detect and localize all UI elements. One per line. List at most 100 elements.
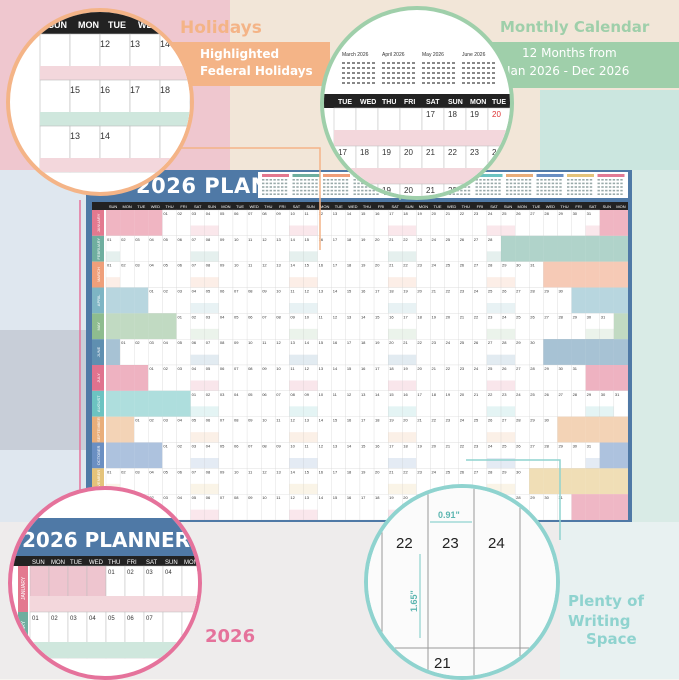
mini-day-dot [479, 189, 482, 192]
mini-day-dot [582, 193, 585, 195]
mini-day-dot [574, 189, 577, 192]
day-number: 10 [319, 392, 324, 397]
planner-zoom-title: 2026 PLANNER [22, 528, 191, 552]
empty-day-cell [148, 210, 163, 236]
day-number: 27 [516, 366, 521, 371]
day-number: 03 [135, 237, 140, 242]
zoom-mini-dot [342, 67, 345, 69]
mini-day-dot [582, 186, 585, 188]
weekend-shade [190, 303, 205, 314]
mini-day-dot [528, 193, 532, 195]
mini-day-dot [292, 182, 295, 185]
day-number: 08 [220, 340, 225, 345]
weekend-shade [486, 303, 502, 314]
mini-day-dot [567, 193, 570, 195]
day-number: 19 [403, 289, 408, 294]
month-tab [92, 313, 104, 340]
mini-day-dot [536, 179, 539, 181]
day-number: 23 [446, 418, 451, 423]
day-number: 16 [375, 444, 380, 449]
zoom-row-tint [40, 66, 190, 80]
day-number: 15 [361, 211, 366, 216]
empty-day-cell [134, 442, 149, 469]
day-number: 31 [530, 263, 535, 268]
day-number: 09 [290, 314, 295, 319]
day-number: 29 [544, 366, 549, 371]
weekday-header: SAT [293, 204, 301, 209]
weekend-shade [388, 432, 403, 443]
day-number: 08 [248, 366, 253, 371]
day-number: 03 [206, 314, 211, 319]
weekday-header: MON [616, 204, 625, 209]
empty-day-cell [134, 210, 149, 236]
mini-day-dot [368, 189, 372, 192]
zoom-mini-dot [342, 62, 345, 64]
mini-day-dot [509, 182, 513, 185]
mini-day-dot [486, 179, 490, 181]
day-number: 08 [262, 444, 267, 449]
day-number: 01 [149, 366, 154, 371]
mini-day-dot [616, 182, 619, 185]
day-number: 28 [488, 263, 493, 268]
empty-day-cell [613, 235, 628, 262]
day-number: 05 [192, 418, 197, 423]
mini-day-dot [475, 186, 478, 188]
month-tab [92, 261, 104, 288]
day-number: 28 [488, 469, 493, 474]
day-number: 17 [361, 495, 366, 500]
bg-block [560, 522, 679, 679]
day-number: 21 [460, 314, 465, 319]
day-number: 09 [220, 237, 225, 242]
mini-day-dot [540, 193, 543, 195]
mini-day-dot [307, 182, 311, 185]
mini-month-bar [475, 174, 503, 177]
mini-day-dot [330, 189, 333, 192]
day-number: 16 [319, 469, 324, 474]
mini-day-dot [292, 186, 295, 188]
mini-day-dot [345, 182, 349, 185]
zoom-row-tint [30, 642, 198, 658]
zoom-mini-dot [347, 82, 350, 84]
day-number: 28 [530, 289, 535, 294]
day-number: 09 [248, 495, 253, 500]
mini-day-dot [486, 189, 490, 192]
weekday-header: FRI [575, 204, 581, 209]
empty-day-cell [613, 494, 628, 520]
zoom-mini-dot [412, 77, 415, 79]
mini-day-dot [361, 186, 364, 188]
zoom-mini-dot [437, 77, 440, 79]
day-number: 03 [220, 392, 225, 397]
mini-day-dot [300, 189, 303, 192]
mini-day-dot [323, 193, 326, 195]
weekend-shade [204, 380, 219, 391]
day-number: 20 [403, 495, 408, 500]
day-number: 07 [220, 495, 225, 500]
monthly-subtitle-2: Jan 2026 - Dec 2026 [507, 64, 630, 78]
day-number: 02 [163, 366, 168, 371]
day-number: 15 [333, 495, 338, 500]
zoom-mini-month: May 2026 [422, 52, 444, 58]
day-number: 29 [587, 392, 592, 397]
writing-zoom-circle: 22 23 24 21 0.91" 1.65" [364, 484, 560, 680]
weekend-shade [501, 303, 516, 314]
zoom-header-bar [12, 556, 198, 566]
day-number: 03 [149, 340, 154, 345]
empty-day-cell [571, 468, 586, 495]
zoom-mini-dot [387, 67, 390, 69]
zoom-mini-dot [402, 72, 405, 74]
day-number: 19 [361, 237, 366, 242]
zoom-mini-dot [437, 82, 440, 84]
zoom-weekday: MON [78, 20, 99, 30]
weekend-shade [204, 458, 219, 469]
empty-day-cell [613, 261, 628, 288]
zoom-day-number: 01 [108, 570, 115, 576]
weekend-shade [303, 406, 318, 417]
mini-day-dot [284, 182, 288, 185]
zoom-weekday: SUN [48, 20, 67, 30]
day-number: 21 [431, 366, 436, 371]
mini-day-dot [483, 193, 486, 195]
mini-month-bar [567, 174, 594, 177]
mini-day-dot [490, 179, 494, 181]
empty-day-cell [176, 390, 191, 417]
mini-day-dot [326, 182, 330, 185]
